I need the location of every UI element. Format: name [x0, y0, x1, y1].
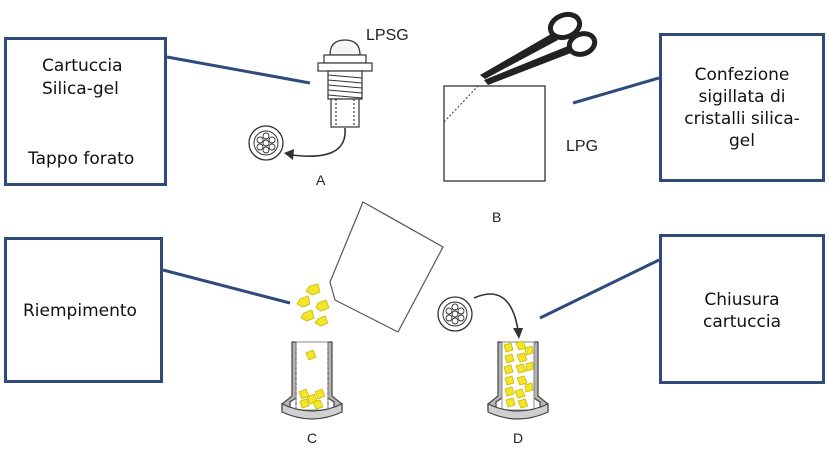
connector-package [572, 76, 660, 105]
arrow-d-head [513, 328, 523, 339]
callout-filling: Riempimento [4, 237, 163, 383]
connector-closing [539, 258, 660, 320]
scissors-icon [480, 11, 598, 85]
label-b: B [492, 209, 502, 225]
label-a: A [316, 172, 326, 188]
callout-closing: Chiusura cartuccia [659, 234, 825, 384]
callout-filling-text: Riempimento [23, 301, 137, 321]
sealed-package-illustration [443, 85, 546, 182]
callout-package-line3: cristalli silica- [684, 109, 800, 129]
pouring-bag-illustration [329, 201, 444, 333]
connector-filling [162, 268, 291, 305]
label-lpsg: LPSG [366, 27, 409, 44]
callout-cartridge: Cartuccia Silica-gel Tappo forato [4, 37, 167, 186]
callout-closing-line1: Chiusura [704, 290, 780, 310]
label-c: C [307, 430, 318, 446]
cartridge-c-crystals [298, 349, 326, 410]
falling-crystals [296, 283, 330, 327]
callout-cartridge-line1: Cartuccia [42, 56, 123, 76]
label-d: D [513, 430, 524, 446]
callout-closing-line2: cartuccia [702, 312, 782, 332]
cartridge-d-illustration [487, 341, 549, 420]
connector-cartridge [166, 55, 311, 85]
perforated-cap-icon [248, 125, 284, 161]
callout-package-line4: gel [729, 131, 755, 151]
callout-package: Confezione sigillata di cristalli silica… [659, 33, 825, 182]
arrow-a-head [284, 149, 294, 160]
callout-cartridge-line2: Silica-gel [42, 79, 119, 99]
callout-package-line2: sigillata di [698, 87, 786, 107]
callout-package-line1: Confezione [694, 65, 790, 85]
callout-cartridge-line3: Tappo forato [28, 149, 135, 169]
cartridge-d-crystals [503, 340, 534, 409]
arrow-d [473, 293, 519, 331]
cartridge-lpsg-illustration [317, 39, 373, 128]
arrow-a [291, 127, 346, 157]
perforated-cap-d-icon [437, 296, 473, 332]
label-lpg: LPG [566, 138, 599, 155]
